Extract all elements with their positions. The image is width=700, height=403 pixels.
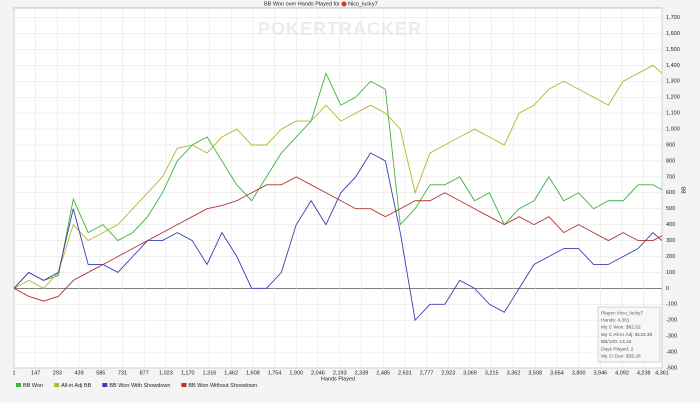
y-tick-label: 800 [666,158,675,164]
y-tick-label: -100 [666,302,677,308]
info-line: My C/ Dev: $35.26 [601,353,641,359]
x-tick-label: 147 [31,370,40,376]
legend: BB Won All-in Adj BB BB Won With Showdown B… [16,383,257,389]
y-tick-label: 900 [666,142,675,148]
y-tick-label: -200 [666,318,677,324]
info-line: Days Played: 2 [601,346,634,352]
y-tick-label: 700 [666,174,675,180]
legend-swatch [181,383,187,387]
x-tick-label: 2,777 [420,370,434,376]
y-tick-label: 1,300 [666,79,680,85]
x-tick-label: 4,238 [637,370,651,376]
y-tick-label: 600 [666,190,675,196]
x-tick-label: 4,092 [615,370,629,376]
y-tick-label: 0 [666,286,669,292]
x-tick-label: 2,923 [441,370,455,376]
x-tick-label: 1,754 [268,370,282,376]
series-line [13,64,663,289]
legend-swatch [16,383,21,387]
legend-label: All-in Adj BB [61,383,92,389]
y-tick-label: 1,600 [666,31,680,37]
x-tick-label: 1,023 [159,370,173,376]
y-tick-label: 1,400 [666,63,680,69]
chart-title: BB Won over Hands Played for [264,1,340,7]
x-tick-label: 2,485 [376,370,390,376]
x-tick-label: 1,608 [246,370,260,376]
y-tick-label: 400 [666,222,675,228]
x-tick-label: 585 [96,370,105,376]
grid [13,8,663,369]
x-tick-label: 2,631 [398,370,412,376]
x-tick-label: 1 [12,370,15,376]
x-tick-label: 3,362 [507,370,521,376]
y-tick-label: 1,700 [666,15,680,21]
y-tick-label: 1,100 [666,111,680,117]
x-tick-label: 731 [118,370,127,376]
info-box [597,306,661,363]
info-line: My C Won: $62.52 [601,325,641,331]
y-tick-label: -300 [666,334,677,340]
x-tick-label: 1,316 [203,370,217,376]
watermark: POKERTRACKER [258,19,422,39]
x-tick-label: 3,215 [485,370,499,376]
series-line [13,72,663,289]
y-tick-label: 200 [666,254,675,260]
legend-swatch [54,383,60,387]
x-tick-label: 1,900 [289,370,303,376]
x-tick-label: 1,170 [181,370,195,376]
series-line [13,152,663,322]
y-axis-label: BB [681,186,687,194]
series-line [13,176,663,302]
y-tick-label: -500 [666,365,677,371]
legend-label: BB Won With Showdown [109,383,170,389]
y-tick-label: 1,500 [666,47,680,53]
y-tick-label: 1,000 [666,127,680,133]
x-tick-label: 3,508 [528,370,542,376]
x-tick-label: 3,069 [463,370,477,376]
plot-area [13,7,663,369]
y-tick-label: 500 [666,206,675,212]
x-tick-label: 2,046 [311,370,325,376]
x-axis-label: Hands Played [321,376,355,382]
x-tick-label: 877 [140,370,149,376]
x-tick-label: 4,361 [655,370,669,376]
x-tick-label: 2,193 [333,370,347,376]
legend-label: BB Won Without Showdown [188,383,257,389]
y-tick-label: 1,200 [666,95,680,101]
y-tick-label: 300 [666,238,675,244]
info-line: Player: Nico_lucky7 [601,310,643,316]
x-tick-label: 1,462 [224,370,238,376]
x-tick-label: 293 [53,370,62,376]
y-tick-label: -400 [666,350,677,356]
info-line: My C All-In Adj: $133.38 [601,332,653,338]
info-line: BB/100: 14.34 [601,339,632,345]
player-name: Nico_lucky7 [348,1,378,7]
legend-swatch [102,383,108,387]
x-tick-label: 3,654 [550,370,564,376]
x-tick-label: 3,800 [572,370,586,376]
lines [13,64,663,322]
x-tick-label: 2,339 [355,370,369,376]
player-icon [341,1,347,7]
x-tick-label: 3,946 [593,370,607,376]
legend-label: BB Won [23,383,43,389]
x-tick-label: 439 [75,370,84,376]
y-tick-label: 100 [666,270,675,276]
info-line: Hands: 4,361 [601,317,630,323]
